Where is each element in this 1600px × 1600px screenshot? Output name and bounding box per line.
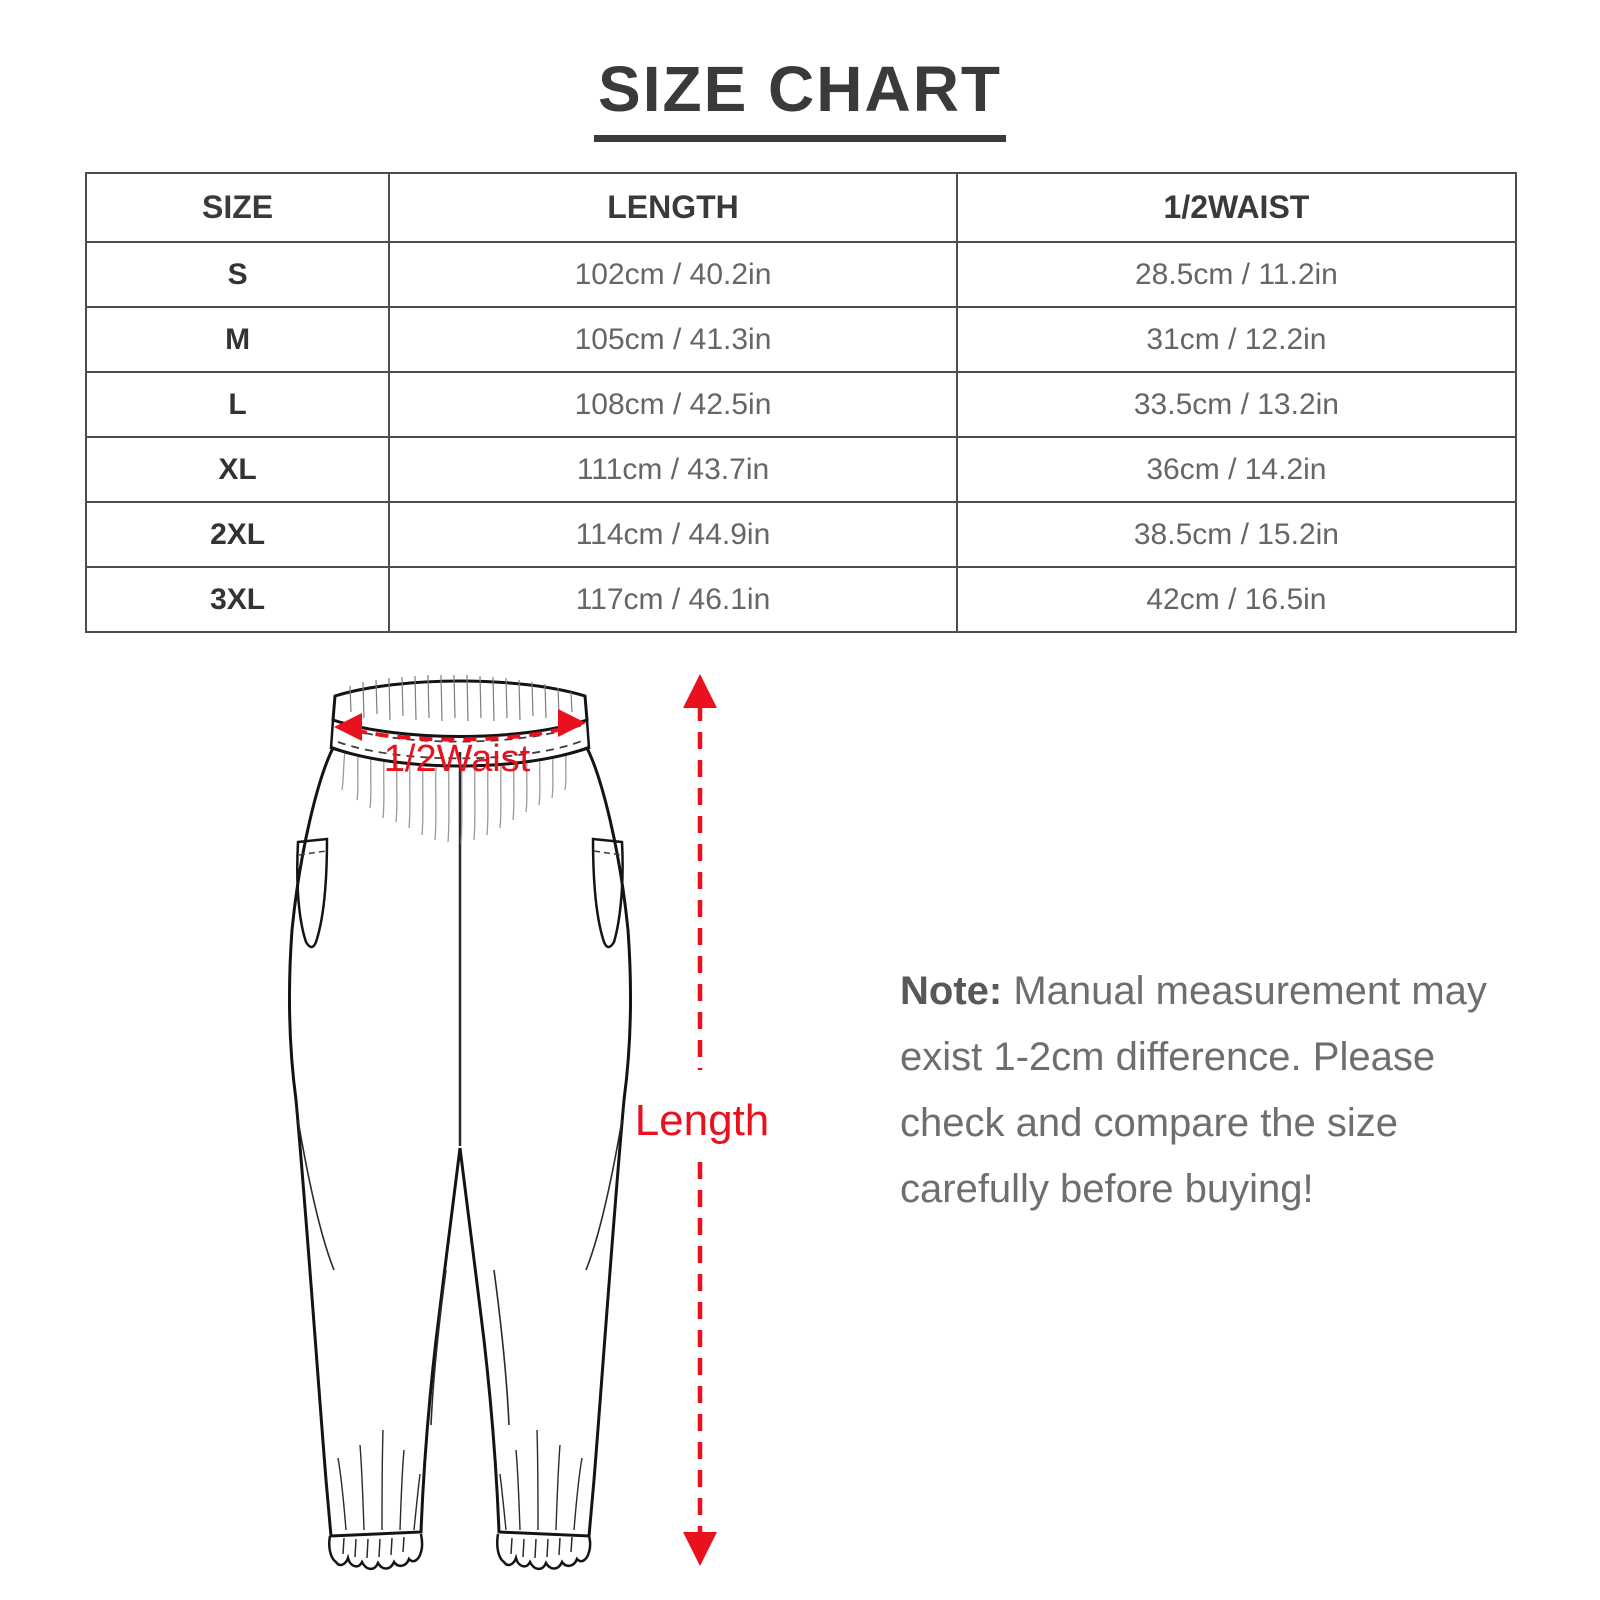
column-header-length: LENGTH xyxy=(388,172,958,243)
table-row: 2XL 114cm / 44.9in 38.5cm / 15.2in xyxy=(84,501,1518,568)
size-chart-table: SIZE LENGTH 1/2WAIST S 102cm / 40.2in 28… xyxy=(84,172,1518,633)
length-value: 114cm / 44.9in xyxy=(388,501,958,568)
half-waist-label: 1/2Waist xyxy=(384,738,531,780)
length-arrowhead-bottom-icon xyxy=(683,1532,717,1566)
size-value: M xyxy=(84,306,391,373)
note-line-1: Manual measurement may xyxy=(1013,969,1487,1013)
left-pocket xyxy=(296,837,329,949)
length-value: 102cm / 40.2in xyxy=(388,241,958,308)
right-pocket xyxy=(591,837,624,949)
length-label: Length xyxy=(635,1096,770,1145)
page-title-wrap: SIZE CHART xyxy=(0,52,1600,142)
note-prefix: Note: xyxy=(900,969,1003,1013)
size-value: S xyxy=(84,241,391,308)
note-line-2: exist 1-2cm difference. Please xyxy=(900,1035,1436,1079)
size-value: 3XL xyxy=(84,566,391,633)
waistband-texture-lines xyxy=(349,674,573,722)
right-pocket-stitch xyxy=(593,850,622,856)
half-waist-arrowhead-left-icon xyxy=(334,713,362,741)
length-value: 117cm / 46.1in xyxy=(388,566,958,633)
table-row: 3XL 117cm / 46.1in 42cm / 16.5in xyxy=(84,566,1518,633)
length-value: 108cm / 42.5in xyxy=(388,371,958,438)
half-waist-value: 38.5cm / 15.2in xyxy=(955,501,1518,568)
length-arrowhead-top-icon xyxy=(683,674,717,708)
half-waist-value: 28.5cm / 11.2in xyxy=(955,241,1518,308)
right-cuff-ticks xyxy=(510,1536,573,1559)
page-title: SIZE CHART xyxy=(594,52,1006,142)
half-waist-arrow-line xyxy=(353,726,567,742)
note-line-4: carefully before buying! xyxy=(900,1167,1314,1211)
left-pocket-stitch xyxy=(298,850,327,856)
half-waist-value: 36cm / 14.2in xyxy=(955,436,1518,503)
waistband-inner-gray xyxy=(331,679,589,738)
note-text: Note: Manual measurement may exist 1-2cm… xyxy=(900,958,1510,1222)
waist-gather-threads xyxy=(341,751,567,844)
size-value: 2XL xyxy=(84,501,391,568)
half-waist-value: 33.5cm / 13.2in xyxy=(955,371,1518,438)
length-value: 105cm / 41.3in xyxy=(388,306,958,373)
size-value: XL xyxy=(84,436,391,503)
pants-outline xyxy=(287,746,633,1538)
column-header-half-waist: 1/2WAIST xyxy=(955,172,1518,243)
left-cuff-ticks xyxy=(342,1536,405,1559)
note-line: Note: Manual measurement may xyxy=(900,958,1510,1024)
pants-sketch: 1/2Waist Length xyxy=(287,674,770,1571)
note-line-3: check and compare the size xyxy=(900,1101,1399,1145)
half-waist-value: 42cm / 16.5in xyxy=(955,566,1518,633)
table-row: L 108cm / 42.5in 33.5cm / 13.2in xyxy=(84,371,1518,438)
size-value: L xyxy=(84,371,391,438)
half-waist-value: 31cm / 12.2in xyxy=(955,306,1518,373)
column-header-size: SIZE xyxy=(84,172,391,243)
right-cuff-ruffle xyxy=(496,1533,592,1571)
cuff-gather-lines xyxy=(337,1429,583,1531)
table-row: XL 111cm / 43.7in 36cm / 14.2in xyxy=(84,436,1518,503)
pants-measurement-diagram: 1/2Waist Length xyxy=(250,650,770,1600)
table-row: S 102cm / 40.2in 28.5cm / 11.2in xyxy=(84,241,1518,308)
length-value: 111cm / 43.7in xyxy=(388,436,958,503)
leg-crease-lines xyxy=(297,1119,623,1426)
left-cuff-ruffle xyxy=(328,1533,424,1571)
half-waist-arrowhead-right-icon xyxy=(558,709,586,737)
table-row: M 105cm / 41.3in 31cm / 12.2in xyxy=(84,306,1518,373)
table-header-row: SIZE LENGTH 1/2WAIST xyxy=(84,172,1518,243)
